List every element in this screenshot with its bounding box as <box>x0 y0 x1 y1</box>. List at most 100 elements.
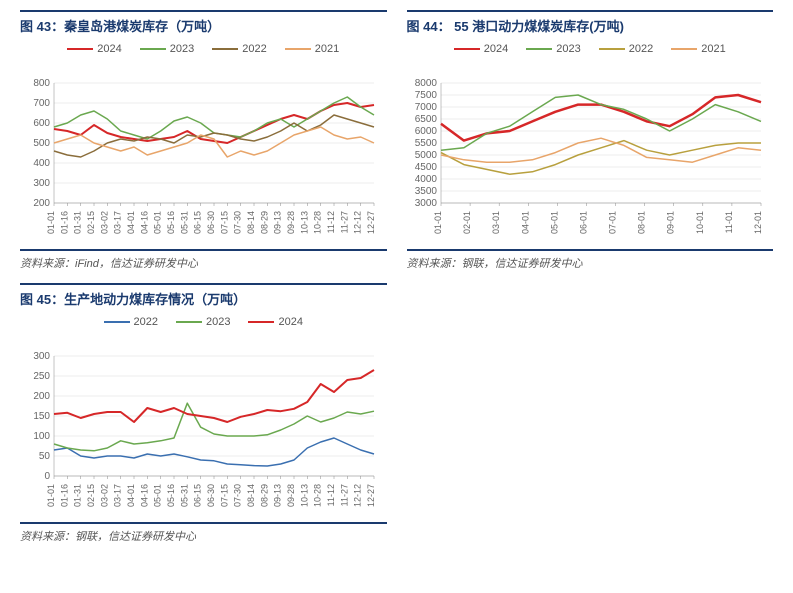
svg-text:03-17: 03-17 <box>113 484 123 507</box>
svg-text:7000: 7000 <box>414 102 437 113</box>
legend-swatch <box>67 48 93 50</box>
legend-item: 2021 <box>671 43 725 55</box>
chart-44-panel: 图 44： 55 港口动力煤煤炭库存(万吨) 2024 2023 2022 2021 3… <box>407 10 774 275</box>
legend-label: 2023 <box>556 43 580 55</box>
svg-text:10-28: 10-28 <box>313 484 323 507</box>
svg-text:6500: 6500 <box>414 114 437 125</box>
svg-text:8000: 8000 <box>414 78 437 89</box>
svg-text:05-31: 05-31 <box>179 484 189 507</box>
legend-item: 2022 <box>599 43 653 55</box>
chart-43-title-text: 图 43：秦皇岛港煤炭库存（万吨） <box>20 19 220 34</box>
chart-44-title: 图 44： 55 港口动力煤煤炭库存(万吨) <box>407 10 774 41</box>
svg-text:03-02: 03-02 <box>99 211 109 234</box>
svg-text:250: 250 <box>33 371 50 382</box>
svg-text:10-01: 10-01 <box>694 211 704 234</box>
svg-text:500: 500 <box>33 138 50 149</box>
series-line <box>441 141 761 175</box>
svg-text:12-12: 12-12 <box>353 484 363 507</box>
svg-text:04-16: 04-16 <box>139 211 149 234</box>
svg-text:04-01: 04-01 <box>126 211 136 234</box>
chart-44-plot: 2024202320222021300035004000450050005500… <box>407 41 774 251</box>
svg-text:01-31: 01-31 <box>73 211 83 234</box>
svg-text:11-12: 11-12 <box>326 484 336 506</box>
chart-45-title-text: 图 45：生产地动力煤库存情况（万吨） <box>20 292 246 307</box>
svg-text:300: 300 <box>33 178 50 189</box>
legend-item: 2022 <box>212 43 266 55</box>
legend-item: 2022 <box>104 316 158 328</box>
series-line <box>54 115 374 157</box>
svg-text:3000: 3000 <box>414 198 437 209</box>
svg-text:06-15: 06-15 <box>193 484 203 507</box>
svg-text:10-13: 10-13 <box>299 484 309 507</box>
legend-item: 2024 <box>248 316 302 328</box>
series-line <box>441 95 761 150</box>
legend-swatch <box>526 48 552 50</box>
svg-text:100: 100 <box>33 431 50 442</box>
legend-label: 2021 <box>701 43 725 55</box>
chart-45-title: 图 45：生产地动力煤库存情况（万吨） <box>20 283 387 314</box>
svg-text:12-01: 12-01 <box>753 211 763 234</box>
svg-text:08-01: 08-01 <box>636 211 646 234</box>
svg-text:12-27: 12-27 <box>366 211 376 234</box>
svg-text:01-01: 01-01 <box>46 484 56 507</box>
svg-text:5500: 5500 <box>414 138 437 149</box>
svg-text:4000: 4000 <box>414 174 437 185</box>
svg-text:11-27: 11-27 <box>339 211 349 233</box>
svg-text:07-15: 07-15 <box>219 211 229 234</box>
svg-text:7500: 7500 <box>414 90 437 101</box>
svg-text:01-01: 01-01 <box>46 211 56 234</box>
chart-43-title: 图 43：秦皇岛港煤炭库存（万吨） <box>20 10 387 41</box>
chart-43-source: 资料来源：iFind，信达证券研发中心 <box>20 251 387 275</box>
svg-text:03-17: 03-17 <box>113 211 123 234</box>
svg-text:07-01: 07-01 <box>607 211 617 234</box>
svg-text:200: 200 <box>33 391 50 402</box>
series-line <box>54 403 374 451</box>
svg-text:12-12: 12-12 <box>353 211 363 234</box>
svg-text:5000: 5000 <box>414 150 437 161</box>
legend-label: 2022 <box>242 43 266 55</box>
chart-45-plot: 20222023202405010015020025030001-0101-16… <box>20 314 387 524</box>
svg-text:05-01: 05-01 <box>153 211 163 234</box>
legend-swatch <box>454 48 480 51</box>
svg-text:600: 600 <box>33 118 50 129</box>
legend-item: 2023 <box>526 43 580 55</box>
svg-text:200: 200 <box>33 198 50 209</box>
svg-text:10-28: 10-28 <box>313 211 323 234</box>
svg-text:08-29: 08-29 <box>259 211 269 234</box>
chart-43-plot: 202420232022202120030040050060070080001-… <box>20 41 387 251</box>
series-line <box>441 138 761 162</box>
svg-text:03-02: 03-02 <box>99 484 109 507</box>
svg-text:02-01: 02-01 <box>462 211 472 234</box>
svg-text:02-15: 02-15 <box>86 484 96 507</box>
chart-45-panel: 图 45：生产地动力煤库存情况（万吨） 20222023202405010015… <box>20 283 387 548</box>
svg-text:150: 150 <box>33 411 50 422</box>
chart-44-title-text: 图 44： 55 港口动力煤煤炭库存(万吨) <box>407 19 624 34</box>
svg-text:01-01: 01-01 <box>433 211 443 234</box>
legend-swatch <box>599 48 625 50</box>
chart-44-source: 资料来源：钢联，信达证券研发中心 <box>407 251 774 275</box>
svg-text:3500: 3500 <box>414 186 437 197</box>
series-line <box>54 438 374 466</box>
legend-swatch <box>176 321 202 323</box>
legend-swatch <box>140 48 166 50</box>
svg-text:0: 0 <box>44 471 50 482</box>
series-line <box>441 95 761 141</box>
svg-text:300: 300 <box>33 351 50 362</box>
legend-item: 2024 <box>454 43 508 55</box>
legend-item: 2023 <box>176 316 230 328</box>
svg-text:08-14: 08-14 <box>246 484 256 507</box>
svg-text:09-01: 09-01 <box>665 211 675 234</box>
svg-text:6000: 6000 <box>414 126 437 137</box>
svg-text:800: 800 <box>33 78 50 89</box>
svg-text:06-01: 06-01 <box>578 211 588 234</box>
chart-45-source: 资料来源：钢联，信达证券研发中心 <box>20 524 387 548</box>
svg-text:07-30: 07-30 <box>233 484 243 507</box>
svg-text:05-16: 05-16 <box>166 484 176 507</box>
svg-text:08-14: 08-14 <box>246 211 256 234</box>
svg-text:09-13: 09-13 <box>273 484 283 507</box>
legend-item: 2023 <box>140 43 194 55</box>
legend-swatch <box>212 48 238 50</box>
svg-text:04-16: 04-16 <box>139 484 149 507</box>
svg-text:07-30: 07-30 <box>233 211 243 234</box>
svg-text:04-01: 04-01 <box>126 484 136 507</box>
